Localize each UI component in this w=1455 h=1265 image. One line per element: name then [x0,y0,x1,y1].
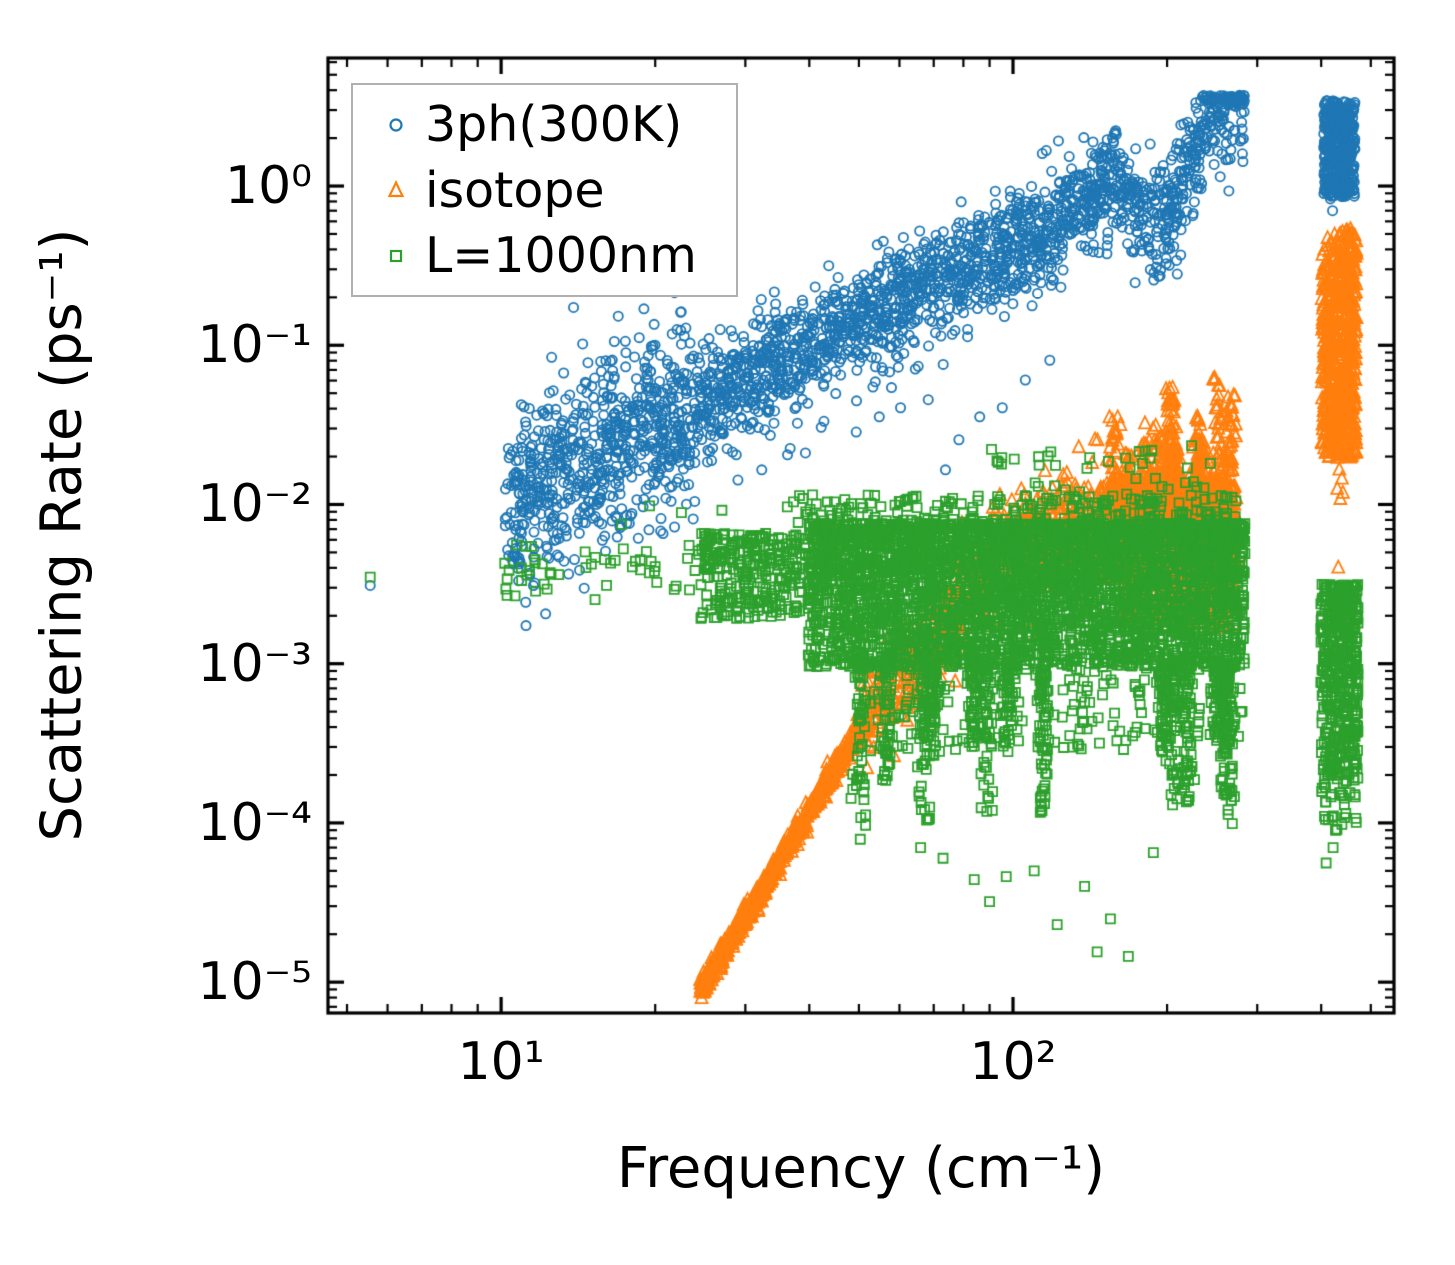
x-axis-label: Frequency (cm⁻¹) [616,1136,1106,1201]
legend-entry: 3ph(300K) [353,93,736,157]
legend-label: L=1000nm [425,227,697,284]
y-tick-label: 10⁻⁴ [197,792,312,853]
y-axis-label: Scattering Rate (ps⁻¹) [29,228,95,842]
y-tick-label: 10⁻¹ [197,315,312,376]
x-tick-label: 10¹ [457,1032,545,1092]
legend-square-icon [373,243,419,269]
y-tick-label: 10⁻⁵ [197,952,312,1013]
legend-circle-icon [373,112,419,138]
legend: 3ph(300K) isotope L=1000nm [351,83,738,297]
y-tick-label: 10⁰ [224,156,312,217]
legend-label: isotope [425,161,605,219]
legend-triangle-icon [373,177,419,203]
x-tick-label: 10² [969,1032,1057,1092]
y-tick-label: 10⁻² [197,474,312,535]
legend-label: 3ph(300K) [425,96,683,153]
legend-entry: L=1000nm [353,224,736,288]
y-tick-label: 10⁻³ [197,633,312,694]
legend-entry: isotope [353,158,736,222]
